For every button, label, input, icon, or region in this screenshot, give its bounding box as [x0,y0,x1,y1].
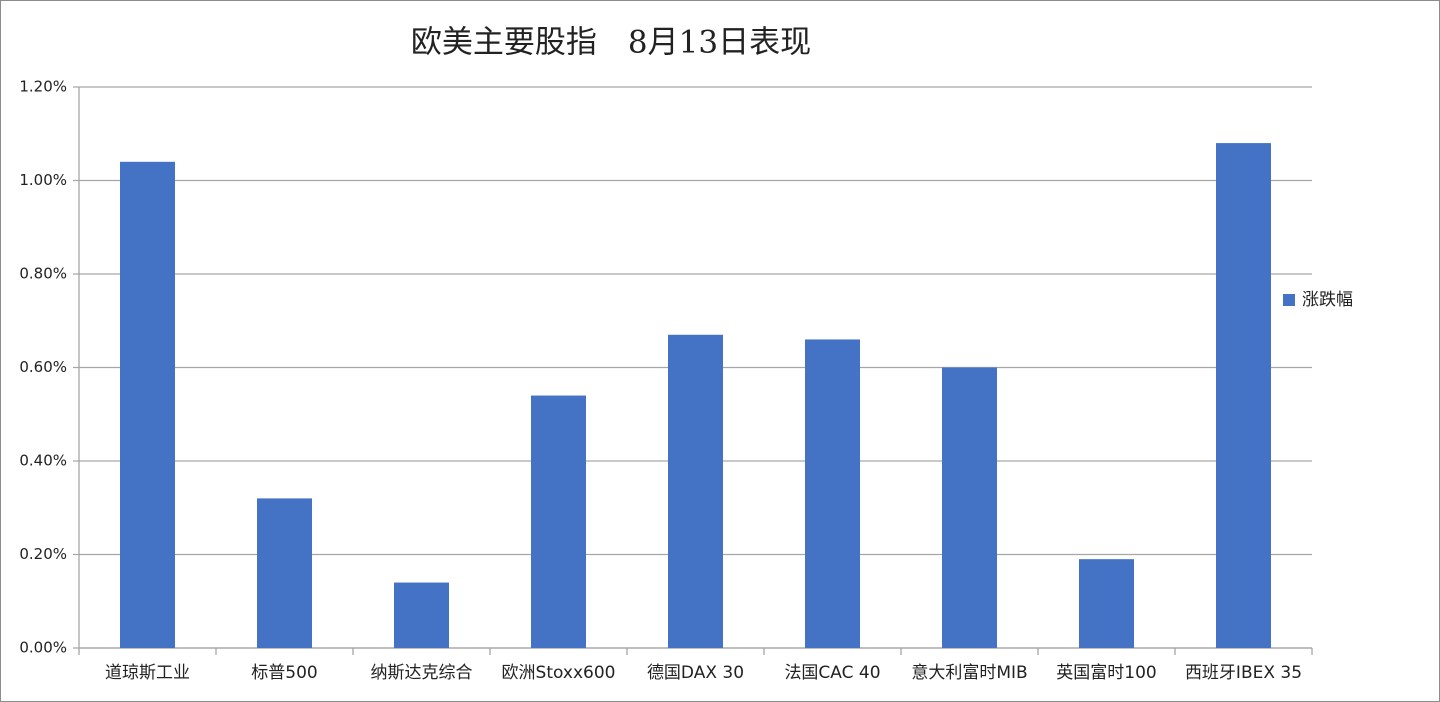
x-tick-label: 道琼斯工业 [105,663,190,683]
x-tick-label: 纳斯达克综合 [371,663,473,683]
x-tick-label: 欧洲Stoxx600 [502,663,616,683]
y-tick-label: 1.20% [19,78,67,96]
y-tick-label: 0.20% [19,545,67,563]
y-tick-label: 0.00% [19,639,67,657]
bar [120,161,175,649]
bar [1216,143,1271,648]
bar [531,395,586,648]
legend-swatch [1283,294,1295,306]
y-tick-label: 0.60% [19,358,67,376]
y-tick-label: 1.00% [19,171,67,189]
chart-title: 欧美主要股指 8月13日表现 [411,25,811,61]
bar [394,582,449,648]
x-tick-label: 意大利富时MIB [911,663,1027,683]
x-tick-label: 西班牙IBEX 35 [1185,663,1302,683]
bar [668,334,723,648]
y-tick-label: 0.80% [19,265,67,283]
y-tick-label: 0.40% [19,452,67,470]
x-tick-label: 英国富时100 [1056,663,1156,683]
legend-label: 涨跌幅 [1302,290,1353,310]
bar [942,367,997,648]
x-tick-label: 德国DAX 30 [647,663,744,683]
bar [805,339,860,648]
bar [257,498,312,648]
x-tick-label: 法国CAC 40 [784,663,880,683]
x-tick-label: 标普500 [251,663,317,683]
bar [1079,559,1134,648]
